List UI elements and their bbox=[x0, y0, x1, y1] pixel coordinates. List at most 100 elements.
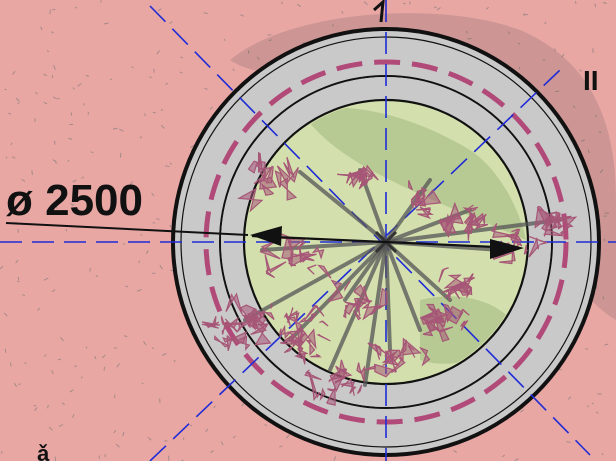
paving-speckle bbox=[103, 366, 106, 371]
paving-speckle bbox=[53, 65, 56, 70]
foliage-leaf bbox=[296, 241, 306, 251]
paving-speckle bbox=[22, 294, 25, 296]
foliage-leaf bbox=[463, 217, 474, 235]
paving-speckle bbox=[115, 443, 120, 448]
foliage-leaf bbox=[243, 315, 250, 326]
foliage-leaf bbox=[499, 246, 516, 265]
paving-speckle bbox=[604, 343, 609, 346]
paving-speckle bbox=[453, 449, 458, 454]
paving-speckle bbox=[572, 105, 576, 109]
paving-speckle bbox=[561, 53, 565, 58]
foliage-leaf bbox=[471, 208, 477, 212]
paving-speckle bbox=[52, 96, 58, 100]
centerline-diagonal-nw-se bbox=[149, 5, 591, 456]
paving-speckle bbox=[85, 346, 88, 349]
paving-speckle bbox=[57, 97, 60, 100]
foliage-leaf bbox=[396, 337, 422, 362]
foliage-leaf bbox=[374, 343, 388, 360]
paving-speckle bbox=[31, 170, 33, 176]
foliage-leaf bbox=[342, 304, 349, 319]
paving-speckle bbox=[72, 87, 75, 90]
paving-speckle bbox=[160, 108, 164, 112]
paving-speckle bbox=[80, 376, 83, 379]
paving-speckle bbox=[147, 436, 152, 441]
foliage-leaf bbox=[511, 228, 521, 250]
paving-speckle bbox=[585, 348, 589, 350]
paving-speckle bbox=[129, 181, 133, 186]
paving-speckle bbox=[54, 456, 57, 461]
foliage-leaf bbox=[344, 301, 359, 307]
paving-speckle bbox=[205, 428, 209, 433]
paving-speckle bbox=[232, 68, 235, 72]
foliage-leaf bbox=[283, 312, 292, 327]
paving-speckle bbox=[151, 347, 155, 349]
paving-speckle bbox=[157, 8, 162, 12]
tree-branch bbox=[384, 240, 452, 302]
foliage-leaf bbox=[317, 264, 332, 279]
foliage-leaf bbox=[356, 384, 363, 395]
paving-speckle bbox=[213, 405, 216, 409]
paving-speckle bbox=[574, 0, 577, 5]
paving-speckle bbox=[135, 195, 140, 199]
foliage-leaf bbox=[414, 190, 422, 208]
paving-speckle bbox=[520, 409, 525, 413]
paving-speckle bbox=[501, 454, 506, 458]
paving-speckle bbox=[579, 69, 582, 72]
foliage-leaf bbox=[286, 316, 303, 335]
foliage-leaf bbox=[225, 292, 243, 315]
paving-speckle bbox=[210, 450, 214, 454]
paving-speckle bbox=[296, 3, 302, 8]
paving-speckle bbox=[285, 434, 290, 439]
foliage-leaf bbox=[352, 169, 367, 184]
foliage-leaf bbox=[328, 368, 353, 383]
paving-speckle bbox=[164, 165, 170, 168]
foliage-leaf bbox=[247, 324, 252, 329]
foliage-leaf bbox=[369, 303, 378, 316]
paving-speckle bbox=[281, 1, 283, 4]
foliage-leaf bbox=[278, 177, 298, 201]
foliage-leaf bbox=[253, 177, 261, 185]
paving-speckle bbox=[47, 405, 49, 409]
foliage-leaf bbox=[442, 281, 465, 298]
dimension-arrow-left bbox=[250, 226, 282, 246]
paving-speckle bbox=[601, 453, 604, 456]
paving-speckle bbox=[26, 189, 30, 194]
paving-speckle bbox=[580, 139, 585, 142]
paving-speckle bbox=[9, 362, 12, 367]
paving-speckle bbox=[143, 340, 147, 346]
paving-speckle bbox=[591, 402, 594, 405]
paving-speckle bbox=[268, 39, 272, 42]
paving-speckle bbox=[0, 265, 4, 270]
foliage-leaf bbox=[463, 213, 474, 225]
paving-speckle bbox=[567, 396, 572, 400]
paving-speckle bbox=[485, 6, 489, 10]
paving-speckle bbox=[587, 405, 589, 408]
paving-speckle bbox=[16, 280, 20, 283]
foliage-leaf bbox=[319, 320, 329, 327]
paving-speckle bbox=[594, 3, 597, 8]
foliage-leaf bbox=[206, 321, 220, 329]
paving-speckle bbox=[179, 71, 183, 74]
paving-speckle bbox=[55, 206, 58, 209]
foliage-leaf bbox=[306, 264, 317, 275]
paving-speckle bbox=[256, 56, 260, 61]
bottom-text-fragment: ǎ bbox=[37, 441, 50, 461]
foliage-leaf bbox=[550, 211, 560, 229]
paving-speckle bbox=[279, 445, 283, 448]
foliage-leaf bbox=[316, 334, 331, 342]
foliage-leaf bbox=[421, 308, 445, 325]
foliage-leaf bbox=[258, 151, 263, 173]
paving-speckle bbox=[182, 437, 185, 440]
paving-speckle bbox=[90, 151, 94, 154]
paving-speckle bbox=[598, 131, 602, 133]
tree-branch bbox=[384, 240, 422, 332]
paving-speckle bbox=[122, 242, 125, 246]
foliage-leaf bbox=[286, 251, 311, 267]
paving-speckle bbox=[554, 48, 556, 52]
paving-speckle bbox=[602, 1, 607, 4]
foliage-leaf bbox=[341, 378, 355, 396]
paving-speckle bbox=[363, 1, 369, 6]
paving-speckle bbox=[333, 456, 337, 461]
paving-speckle bbox=[35, 92, 38, 95]
